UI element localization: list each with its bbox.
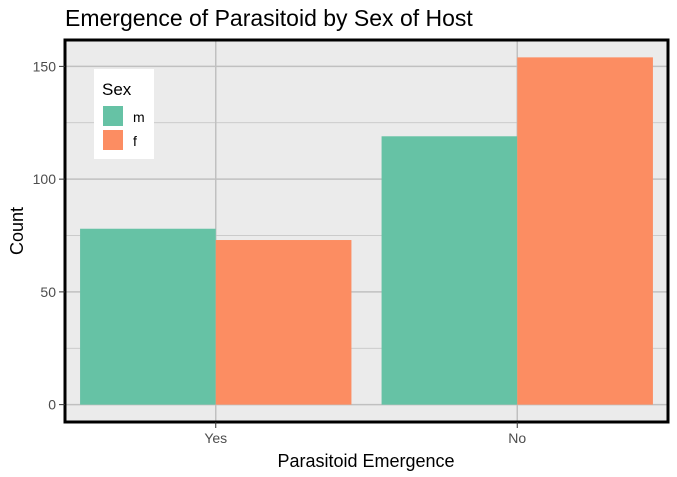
y-tick-label: 50	[40, 284, 56, 300]
legend-key-m	[103, 106, 123, 126]
bar-m-no	[381, 136, 518, 405]
panel-border	[63, 38, 670, 424]
legend-label-f: f	[133, 133, 137, 149]
y-tick-label: 0	[48, 397, 56, 413]
x-tick-label: No	[508, 430, 526, 446]
x-axis-ticks: Yes No	[204, 422, 526, 446]
bar-f-yes	[215, 240, 352, 405]
y-axis-title: Count	[7, 207, 27, 255]
x-axis-title: Parasitoid Emergence	[277, 451, 454, 471]
x-tick-label: Yes	[204, 430, 227, 446]
bar-f-no	[517, 57, 653, 405]
legend: Sex m f	[94, 69, 154, 159]
y-axis-ticks: 0 50 100 150	[33, 58, 65, 413]
y-tick-label: 100	[33, 171, 57, 187]
bar-m-yes	[80, 228, 216, 405]
legend-key-f	[103, 130, 123, 150]
bars	[80, 57, 653, 405]
legend-title: Sex	[102, 80, 132, 99]
chart-title: Emergence of Parasitoid by Sex of Host	[65, 5, 473, 31]
y-tick-label: 150	[33, 58, 57, 74]
legend-label-m: m	[133, 109, 145, 125]
